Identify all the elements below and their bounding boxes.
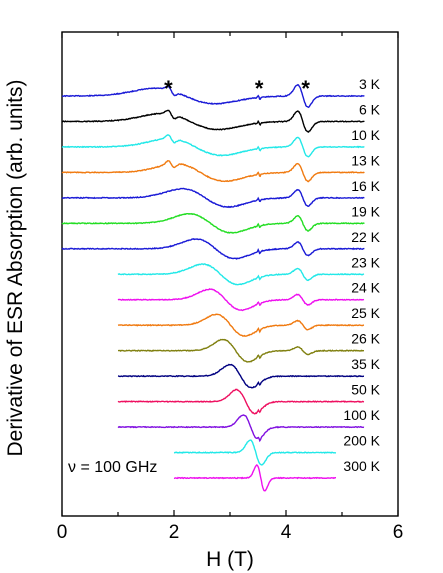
temperature-label: 10 K — [351, 127, 380, 143]
temperature-label: 35 K — [351, 356, 380, 372]
x-tick-label: 2 — [169, 522, 180, 543]
y-axis-title: Derivative of ESR Absorption (arb. units… — [4, 80, 27, 457]
axis-ticks — [61, 32, 399, 516]
temperature-labels: 3 K 6 K 10 K 13 K 16 K 19 K 22 K 23 K 24 K 25 K 26… — [343, 76, 380, 474]
series-group — [61, 83, 365, 492]
x-tick-labels: 0 2 4 6 — [57, 522, 404, 543]
temperature-label: 6 K — [359, 101, 381, 117]
frequency-annotation: ν = 100 GHz — [68, 459, 157, 476]
series-trace — [61, 187, 365, 209]
temperature-label: 26 K — [351, 331, 380, 347]
x-tick-label: 0 — [57, 522, 68, 543]
temperature-label: 100 K — [343, 407, 380, 423]
series-trace — [117, 363, 365, 389]
x-axis-title: H (T) — [206, 548, 254, 571]
marker-group: * * * — [164, 76, 310, 101]
peak-marker: * — [255, 76, 264, 101]
x-tick-label: 4 — [281, 522, 292, 543]
temperature-label: 50 K — [351, 382, 380, 398]
series-trace — [61, 212, 365, 234]
x-tick-label: 6 — [393, 522, 404, 543]
series-trace — [117, 263, 365, 286]
temperature-label: 25 K — [351, 305, 380, 321]
series-trace — [117, 288, 365, 312]
temperature-label: 22 K — [351, 229, 380, 245]
series-trace — [173, 464, 336, 492]
temperature-label: 300 K — [343, 458, 380, 474]
series-trace — [61, 134, 365, 158]
temperature-label: 200 K — [343, 433, 380, 449]
series-trace — [117, 388, 365, 415]
peak-marker: * — [164, 76, 173, 101]
temperature-label: 23 K — [351, 254, 380, 270]
series-trace — [117, 313, 365, 338]
series-trace — [61, 160, 365, 183]
series-trace — [61, 109, 365, 133]
temperature-label: 3 K — [359, 76, 381, 92]
temperature-label: 13 K — [351, 152, 380, 168]
series-trace — [61, 83, 365, 109]
series-trace — [173, 439, 337, 466]
temperature-label: 24 K — [351, 280, 380, 296]
peak-marker: * — [301, 76, 310, 101]
temperature-label: 19 K — [351, 203, 380, 219]
series-trace — [117, 414, 365, 443]
temperature-label: 16 K — [351, 178, 380, 194]
series-trace — [118, 338, 364, 363]
series-trace — [61, 237, 365, 260]
